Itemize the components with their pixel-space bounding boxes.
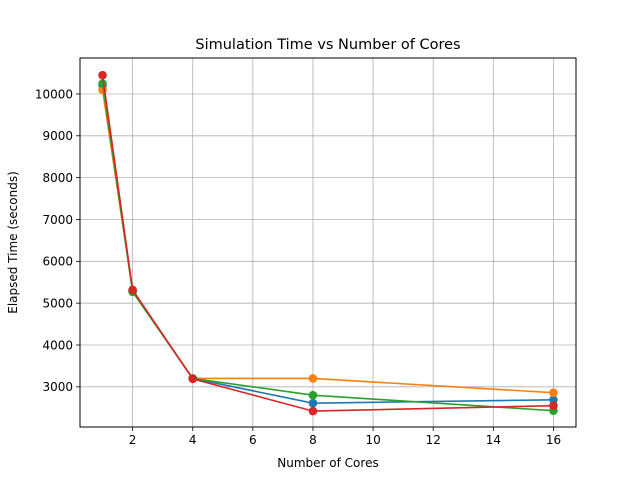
y-tick-label: 6000	[42, 255, 73, 269]
series-4	[98, 70, 558, 416]
data-point	[308, 398, 318, 408]
y-tick-label: 5000	[42, 296, 73, 310]
x-tick-label: 4	[189, 433, 197, 447]
x-axis: 2 4 6 8 10 12 14 16	[129, 427, 561, 447]
plot-frame	[79, 57, 577, 428]
y-tick-label: 8000	[42, 171, 73, 185]
y-tick-label: 3000	[42, 380, 73, 394]
x-tick-label: 2	[129, 433, 137, 447]
x-tick-label: 10	[365, 433, 380, 447]
x-tick-label: 6	[249, 433, 257, 447]
x-tick-label: 16	[546, 433, 561, 447]
x-axis-label: Number of Cores	[277, 456, 378, 470]
data-point	[308, 390, 318, 400]
y-tick-label: 7000	[42, 213, 73, 227]
data-point	[128, 285, 137, 295]
y-tick-label: 4000	[42, 338, 73, 352]
x-tick-label: 14	[486, 433, 501, 447]
y-axis: 3000 4000 5000 6000 7000 8000 9000 10000	[35, 87, 80, 394]
data-point	[98, 70, 107, 80]
x-tick-label: 8	[309, 433, 317, 447]
data-point	[549, 401, 558, 410]
y-tick-label: 9000	[42, 129, 73, 143]
data-point	[188, 374, 198, 384]
series-group	[98, 70, 558, 416]
data-point	[549, 388, 558, 397]
x-tick-label: 12	[426, 433, 441, 447]
y-axis-label: Elapsed Time (seconds)	[6, 171, 20, 314]
data-point	[308, 374, 318, 383]
grid-lines	[80, 58, 576, 427]
y-tick-label: 10000	[35, 87, 73, 101]
data-point	[308, 406, 318, 416]
chart-title: Simulation Time vs Number of Cores	[195, 37, 460, 53]
